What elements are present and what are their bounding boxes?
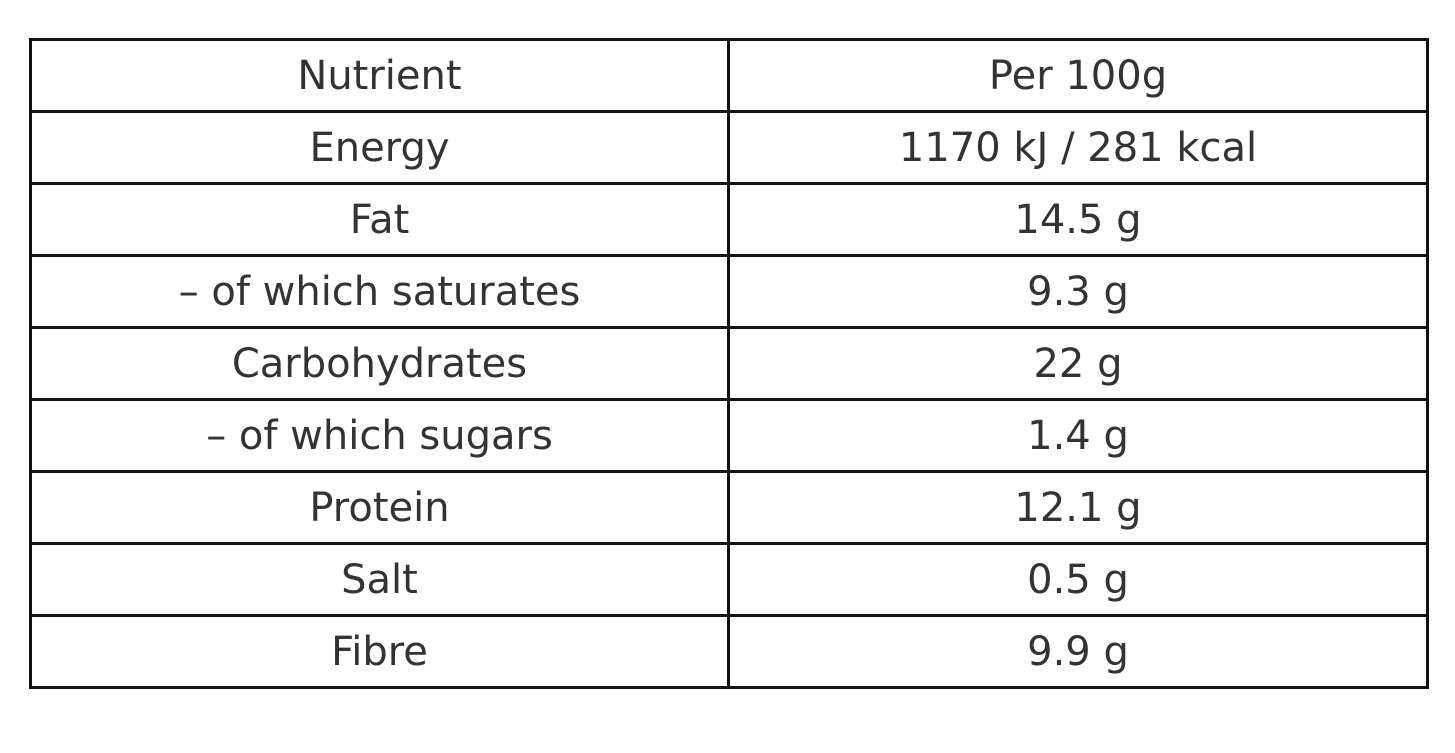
nutrient-cell: Carbohydrates [29, 326, 730, 401]
value-cell: 1170 kJ / 281 kcal [727, 110, 1429, 185]
value-cell: 0.5 g [727, 542, 1429, 617]
table-row: Fibre 9.9 g [29, 614, 1429, 689]
nutrient-cell: Fat [29, 182, 730, 257]
nutrient-cell: – of which saturates [29, 254, 730, 329]
table-row: Energy 1170 kJ / 281 kcal [29, 110, 1429, 185]
table-row: Carbohydrates 22 g [29, 326, 1429, 401]
nutrition-table-container: Nutrient Per 100g Energy 1170 kJ / 281 k… [29, 38, 1429, 689]
value-cell: 12.1 g [727, 470, 1429, 545]
nutrient-cell: Fibre [29, 614, 730, 689]
table-row: Protein 12.1 g [29, 470, 1429, 545]
table-row: Fat 14.5 g [29, 182, 1429, 257]
value-cell: 9.3 g [727, 254, 1429, 329]
table-row: – of which saturates 9.3 g [29, 254, 1429, 329]
table-header-row: Nutrient Per 100g [29, 38, 1429, 113]
nutrition-table: Nutrient Per 100g Energy 1170 kJ / 281 k… [29, 38, 1429, 689]
table-row: Salt 0.5 g [29, 542, 1429, 617]
value-cell: 14.5 g [727, 182, 1429, 257]
nutrient-cell: Salt [29, 542, 730, 617]
table-row: – of which sugars 1.4 g [29, 398, 1429, 473]
nutrient-cell: Energy [29, 110, 730, 185]
value-cell: 1.4 g [727, 398, 1429, 473]
nutrient-cell: Protein [29, 470, 730, 545]
header-per-100g: Per 100g [727, 38, 1429, 113]
value-cell: 22 g [727, 326, 1429, 401]
value-cell: 9.9 g [727, 614, 1429, 689]
header-nutrient: Nutrient [29, 38, 730, 113]
nutrient-cell: – of which sugars [29, 398, 730, 473]
